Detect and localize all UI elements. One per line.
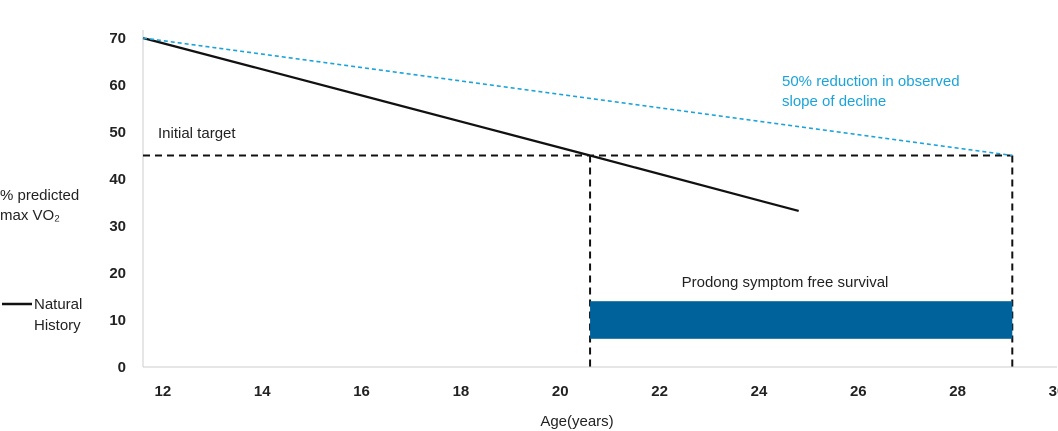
x-tick-label: 22 bbox=[651, 383, 668, 400]
y-axis-label-line2: max VO₂ bbox=[0, 207, 60, 224]
y-axis-label-line1: % predicted bbox=[0, 187, 79, 204]
x-tick-label: 30 bbox=[1049, 383, 1058, 400]
axes bbox=[142, 30, 1057, 368]
x-tick-label: 26 bbox=[850, 383, 867, 400]
legend-label-line2: History bbox=[34, 317, 81, 334]
annotation-slope-line2: slope of decline bbox=[782, 93, 886, 110]
y-tick-label: 30 bbox=[109, 218, 126, 235]
y-tick-label: 60 bbox=[109, 77, 126, 94]
x-tick-label: 14 bbox=[254, 383, 271, 400]
y-tick-label: 10 bbox=[109, 312, 126, 329]
series-lines bbox=[142, 36, 1013, 213]
tick-labels: 12 14 16 18 20 22 24 26 28 30 0 10 20 30 40 50 60 70 bbox=[109, 30, 1058, 400]
y-tick-label: 40 bbox=[109, 171, 126, 188]
x-tick-label: 24 bbox=[751, 383, 768, 400]
x-tick-label: 28 bbox=[949, 383, 966, 400]
y-tick-label: 70 bbox=[109, 30, 126, 47]
annotation-slope-line1: 50% reduction in observed bbox=[782, 73, 960, 90]
reference-lines bbox=[143, 154, 1014, 367]
natural-history-line bbox=[142, 36, 799, 213]
survival-band-bar bbox=[590, 301, 1013, 339]
x-tick-label: 18 bbox=[453, 383, 470, 400]
x-tick-label: 16 bbox=[353, 383, 370, 400]
reduced-slope-line bbox=[142, 37, 1013, 157]
annotation-initial-target: Initial target bbox=[158, 125, 236, 142]
y-tick-label: 0 bbox=[118, 359, 126, 376]
y-tick-label: 20 bbox=[109, 265, 126, 282]
x-axis-label: Age(years) bbox=[540, 413, 613, 430]
legend-label-line1: Natural bbox=[34, 296, 82, 313]
x-tick-label: 20 bbox=[552, 383, 569, 400]
survival-band bbox=[590, 301, 1013, 339]
y-tick-label: 50 bbox=[109, 124, 126, 141]
annotation-survival: Prodong symptom free survival bbox=[682, 274, 889, 291]
x-tick-label: 12 bbox=[155, 383, 172, 400]
